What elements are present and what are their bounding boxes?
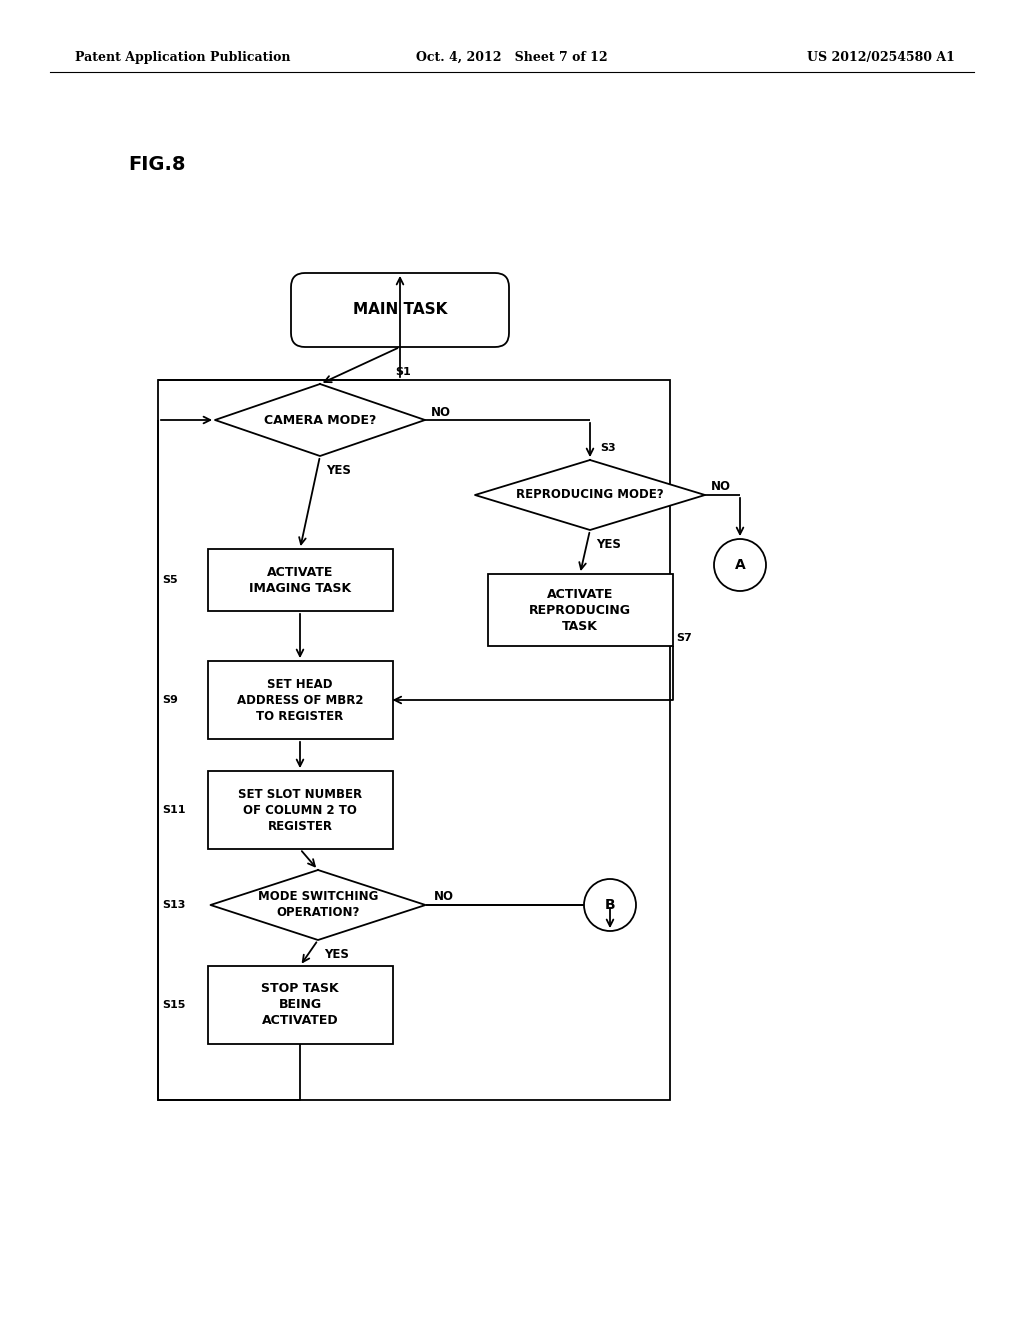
Text: MAIN TASK: MAIN TASK [353,302,447,318]
Text: S1: S1 [395,367,411,378]
Text: S5: S5 [162,576,177,585]
Polygon shape [215,384,425,455]
Text: US 2012/0254580 A1: US 2012/0254580 A1 [807,50,955,63]
Polygon shape [211,870,426,940]
Text: FIG.8: FIG.8 [128,156,185,174]
Text: NO: NO [711,480,731,494]
Text: SET HEAD
ADDRESS OF MBR2
TO REGISTER: SET HEAD ADDRESS OF MBR2 TO REGISTER [237,677,364,722]
Text: MODE SWITCHING
OPERATION?: MODE SWITCHING OPERATION? [258,891,378,920]
Text: ACTIVATE
IMAGING TASK: ACTIVATE IMAGING TASK [249,565,351,594]
Text: S11: S11 [162,805,185,814]
Bar [208,771,392,849]
Text: B: B [605,898,615,912]
Text: CAMERA MODE?: CAMERA MODE? [264,413,376,426]
Circle shape [714,539,766,591]
Bar [208,661,392,739]
Text: STOP TASK
BEING
ACTIVATED: STOP TASK BEING ACTIVATED [261,982,339,1027]
Text: A: A [734,558,745,572]
Bar [208,549,392,611]
Text: S15: S15 [162,1001,185,1010]
Bar [208,966,392,1044]
FancyBboxPatch shape [291,273,509,347]
Text: REPRODUCING MODE?: REPRODUCING MODE? [516,488,664,502]
Text: YES: YES [324,948,349,961]
Text: SET SLOT NUMBER
OF COLUMN 2 TO
REGISTER: SET SLOT NUMBER OF COLUMN 2 TO REGISTER [238,788,362,833]
Text: Oct. 4, 2012   Sheet 7 of 12: Oct. 4, 2012 Sheet 7 of 12 [416,50,608,63]
Text: Patent Application Publication: Patent Application Publication [75,50,291,63]
Text: S13: S13 [162,900,185,909]
Bar [487,574,673,645]
Text: NO: NO [431,405,451,418]
Text: S3: S3 [600,444,615,453]
Text: YES: YES [326,463,351,477]
Circle shape [584,879,636,931]
Text: S9: S9 [162,696,178,705]
Bar [158,380,670,1100]
Text: ACTIVATE
REPRODUCING
TASK: ACTIVATE REPRODUCING TASK [529,587,631,632]
Text: NO: NO [433,891,454,903]
Text: YES: YES [596,537,621,550]
Text: S7: S7 [677,634,692,643]
Polygon shape [475,459,705,531]
